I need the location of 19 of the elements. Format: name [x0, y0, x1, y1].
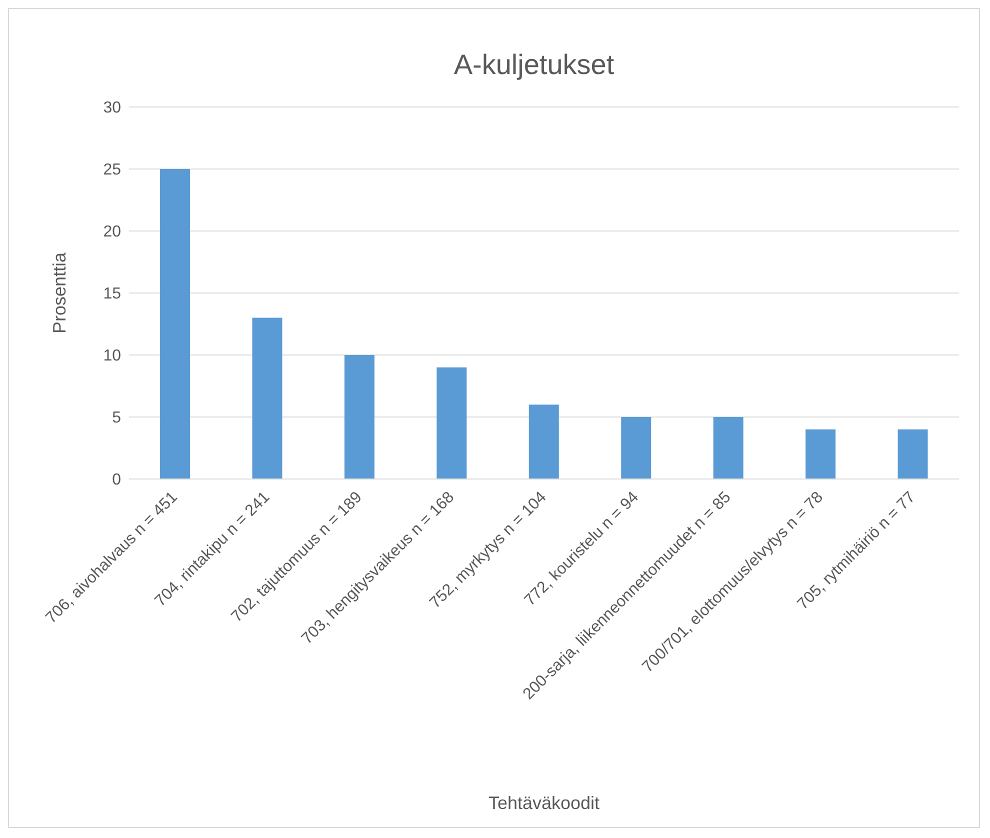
- bar: [160, 169, 190, 479]
- bar: [621, 417, 652, 479]
- x-axis-title: Tehtäväkoodit: [488, 793, 600, 813]
- y-tick-label: 20: [103, 224, 122, 241]
- bar: [252, 318, 282, 479]
- chart-title: A-kuljetukset: [452, 48, 616, 82]
- y-tick-label: 30: [103, 100, 122, 117]
- y-tick-label: 5: [112, 410, 122, 427]
- y-tick-label: 15: [103, 286, 122, 303]
- bar: [344, 355, 374, 479]
- y-tick-label: 25: [103, 162, 122, 179]
- bar: [528, 404, 559, 479]
- bar: [806, 429, 836, 479]
- y-axis-title: Prosenttia: [49, 251, 70, 334]
- bar: [436, 367, 467, 479]
- bar: [713, 417, 744, 479]
- bar: [898, 429, 928, 479]
- y-tick-label: 0: [112, 472, 122, 489]
- y-tick-label: 10: [103, 348, 122, 365]
